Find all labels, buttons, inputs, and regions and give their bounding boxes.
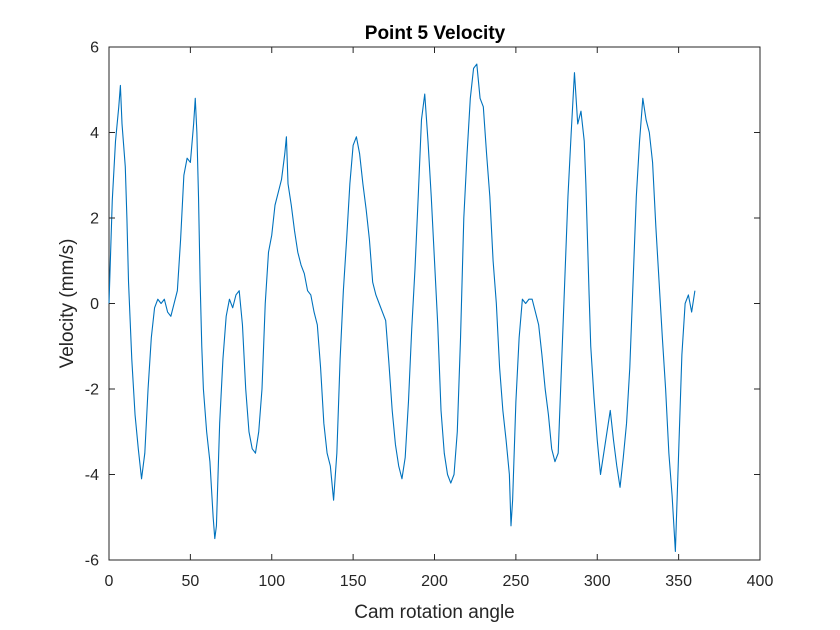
x-tick-label: 350: [665, 573, 692, 590]
y-tick-label: 2: [90, 211, 99, 228]
x-tick-label: 0: [105, 573, 114, 590]
y-axis: -6 -4 -2 0 2 4 6: [85, 40, 760, 570]
x-tick-label: 50: [181, 573, 199, 590]
chart-title: Point 5 Velocity: [365, 23, 506, 44]
x-tick-label: 150: [340, 573, 367, 590]
y-tick-label: 4: [90, 125, 99, 142]
y-tick-label: -2: [85, 382, 99, 399]
x-tick-label: 100: [258, 573, 285, 590]
y-tick-label: -6: [85, 553, 99, 570]
series-group: [108, 63, 696, 553]
y-tick-label: -4: [85, 467, 99, 484]
y-tick-label: 0: [90, 296, 99, 313]
x-axis: 0 50 100 150 200 250 300 350 400: [105, 47, 774, 590]
x-axis-label: Cam rotation angle: [354, 602, 515, 623]
plot-area: [108, 46, 761, 561]
y-tick-label: 6: [90, 40, 99, 57]
x-tick-label: 250: [503, 573, 530, 590]
x-tick-label: 200: [421, 573, 448, 590]
series-line-1: [108, 63, 696, 553]
y-axis-label: Velocity (mm/s): [57, 239, 78, 369]
x-tick-label: 300: [584, 573, 611, 590]
x-tick-label: 400: [747, 573, 774, 590]
